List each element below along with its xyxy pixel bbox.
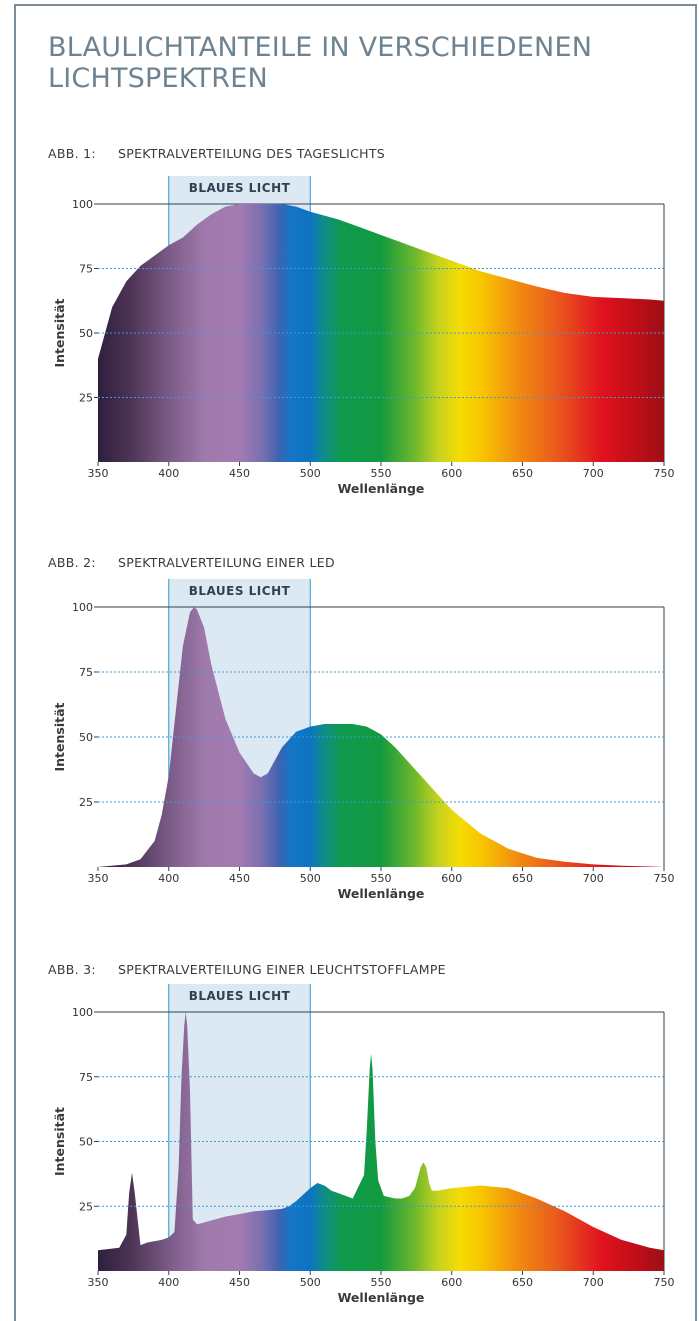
- x-tick-label: 400: [158, 872, 179, 885]
- y-tick-label: 75: [79, 263, 93, 276]
- y-axis-title: Intensität: [52, 1107, 67, 1176]
- x-tick-label: 400: [158, 467, 179, 480]
- y-tick-label: 75: [79, 666, 93, 679]
- x-tick-label: 500: [300, 1276, 321, 1289]
- figure-title: SPEKTRALVERTEILUNG EINER LEUCHTSTOFFLAMP…: [118, 962, 446, 977]
- figure-label: ABB. 3:: [48, 962, 96, 977]
- y-tick-label: 100: [72, 1006, 93, 1019]
- x-tick-label: 650: [512, 1276, 533, 1289]
- x-tick-label: 650: [512, 872, 533, 885]
- x-tick-label: 600: [441, 872, 462, 885]
- band-label: BLAUES LICHT: [189, 181, 291, 195]
- x-tick-label: 500: [300, 467, 321, 480]
- x-tick-label: 550: [371, 1276, 392, 1289]
- figure-label: ABB. 1:: [48, 146, 96, 161]
- x-axis-title: Wellenlänge: [338, 886, 425, 901]
- x-tick-label: 700: [583, 872, 604, 885]
- figure-title: SPEKTRALVERTEILUNG EINER LED: [118, 555, 335, 570]
- y-tick-label: 25: [79, 796, 93, 809]
- x-tick-label: 750: [654, 1276, 675, 1289]
- figure-title: SPEKTRALVERTEILUNG DES TAGESLICHTS: [118, 146, 385, 161]
- x-tick-label: 450: [229, 467, 250, 480]
- main-title: BLAULICHTANTEILE IN VERSCHIEDENEN LICHTS…: [48, 32, 593, 94]
- x-tick-label: 350: [88, 467, 109, 480]
- x-tick-label: 550: [371, 872, 392, 885]
- y-tick-label: 100: [72, 601, 93, 614]
- x-tick-label: 700: [583, 1276, 604, 1289]
- y-tick-label: 50: [79, 327, 93, 340]
- figure-label: ABB. 2:: [48, 555, 96, 570]
- y-tick-label: 25: [79, 1200, 93, 1213]
- x-tick-label: 550: [371, 467, 392, 480]
- x-tick-label: 750: [654, 872, 675, 885]
- y-tick-label: 100: [72, 198, 93, 211]
- x-axis-title: Wellenlänge: [338, 481, 425, 496]
- x-tick-label: 750: [654, 467, 675, 480]
- x-tick-label: 350: [88, 1276, 109, 1289]
- y-tick-label: 25: [79, 392, 93, 405]
- x-tick-label: 450: [229, 872, 250, 885]
- y-axis-title: Intensität: [52, 298, 67, 367]
- x-axis-title: Wellenlänge: [338, 1290, 425, 1305]
- x-tick-label: 350: [88, 872, 109, 885]
- infographic-frame: [14, 4, 697, 1321]
- y-tick-label: 50: [79, 1136, 93, 1149]
- y-axis-title: Intensität: [52, 702, 67, 771]
- band-label: BLAUES LICHT: [189, 989, 291, 1003]
- chart-3: ABB. 3: SPEKTRALVERTEILUNG EINER LEUCHTST…: [48, 962, 675, 1305]
- chart-1: ABB. 1: SPEKTRALVERTEILUNG DES TAGESLICHT…: [48, 146, 675, 496]
- chart-2: ABB. 2: SPEKTRALVERTEILUNG EINER LED BLAUE…: [48, 555, 675, 901]
- y-tick-label: 75: [79, 1071, 93, 1084]
- x-tick-label: 650: [512, 467, 533, 480]
- x-tick-label: 600: [441, 1276, 462, 1289]
- x-tick-label: 450: [229, 1276, 250, 1289]
- x-tick-label: 700: [583, 467, 604, 480]
- y-tick-label: 50: [79, 731, 93, 744]
- band-label: BLAUES LICHT: [189, 584, 291, 598]
- x-tick-label: 600: [441, 467, 462, 480]
- x-tick-label: 400: [158, 1276, 179, 1289]
- x-tick-label: 500: [300, 872, 321, 885]
